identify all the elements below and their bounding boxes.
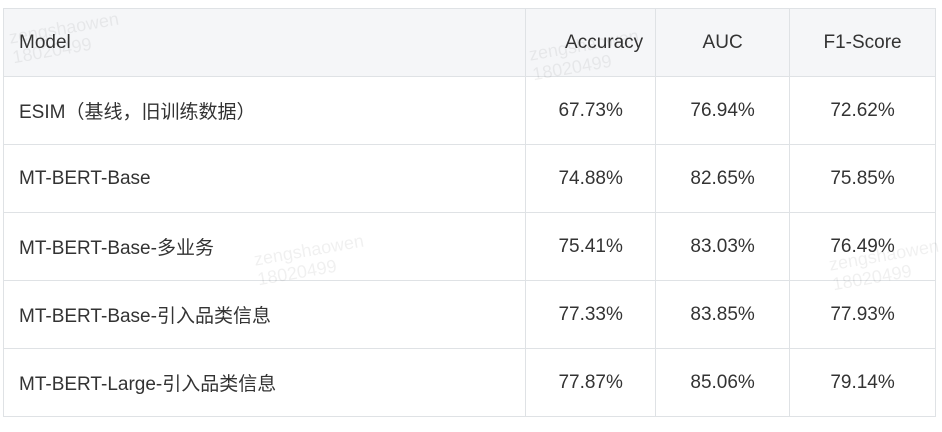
table-row: MT-BERT-Base-多业务 75.41% 83.03% 76.49% (2, 212, 936, 281)
auc-cell: 83.85% (655, 280, 791, 349)
accuracy-cell: 77.87% (525, 348, 657, 417)
results-table: Model Accuracy AUC F1-Score ESIM（基线，旧训练数… (2, 8, 936, 417)
table-row: ESIM（基线，旧训练数据） 67.73% 76.94% 72.62% (2, 76, 936, 145)
table-row: MT-BERT-Base 74.88% 82.65% 75.85% (2, 144, 936, 213)
model-cell: MT-BERT-Large-引入品类信息 (2, 348, 527, 417)
accuracy-cell: 67.73% (525, 76, 657, 145)
model-cell: ESIM（基线，旧训练数据） (2, 76, 527, 145)
table-row: MT-BERT-Base-引入品类信息 77.33% 83.85% 77.93% (2, 280, 936, 349)
accuracy-cell: 75.41% (525, 212, 657, 281)
f1-score-cell: 76.49% (789, 212, 936, 281)
accuracy-cell: 77.33% (525, 280, 657, 349)
model-cell: MT-BERT-Base (2, 144, 527, 213)
auc-cell: 85.06% (655, 348, 791, 417)
table-row: MT-BERT-Large-引入品类信息 77.87% 85.06% 79.14… (2, 348, 936, 417)
model-cell: MT-BERT-Base-多业务 (2, 212, 527, 281)
auc-cell: 76.94% (655, 76, 791, 145)
f1-score-cell: 77.93% (789, 280, 936, 349)
column-header-f1-score: F1-Score (789, 8, 936, 77)
f1-score-cell: 75.85% (789, 144, 936, 213)
column-header-auc: AUC (655, 8, 791, 77)
column-header-model: Model (2, 8, 527, 77)
f1-score-cell: 79.14% (789, 348, 936, 417)
model-cell: MT-BERT-Base-引入品类信息 (2, 280, 527, 349)
column-header-accuracy: Accuracy (525, 8, 657, 77)
accuracy-cell: 74.88% (525, 144, 657, 213)
auc-cell: 82.65% (655, 144, 791, 213)
auc-cell: 83.03% (655, 212, 791, 281)
table-header-row: Model Accuracy AUC F1-Score (2, 8, 936, 77)
f1-score-cell: 72.62% (789, 76, 936, 145)
